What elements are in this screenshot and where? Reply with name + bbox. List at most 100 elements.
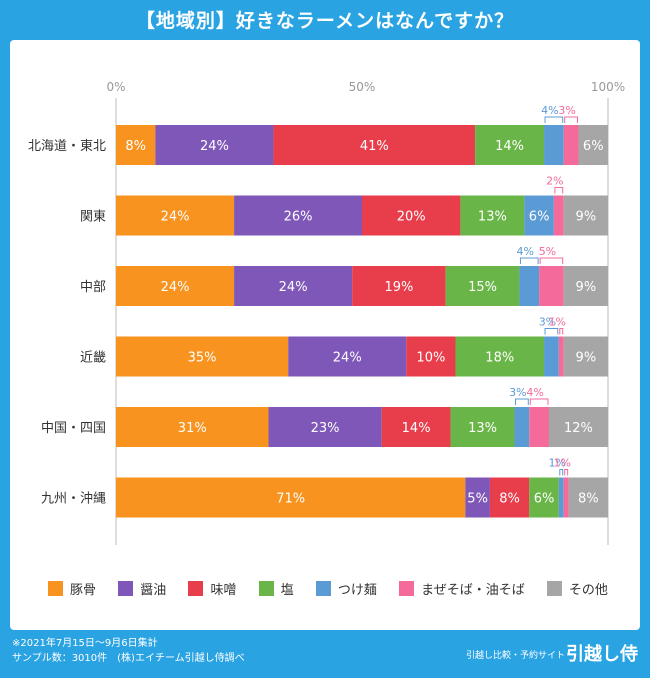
x-tick-label: 100% [591, 80, 625, 94]
data-label: 71% [276, 492, 305, 507]
data-label: 12% [564, 421, 593, 436]
data-label: 24% [279, 280, 308, 295]
legend-label: 味噌 [210, 582, 237, 598]
data-label: 8% [578, 492, 599, 507]
legend-item: その他 [546, 579, 608, 598]
bar-segment [381, 407, 451, 447]
legend-label: 塩 [280, 582, 294, 598]
legend-item: 醤油 [118, 579, 166, 598]
data-label: 6% [583, 139, 604, 154]
data-label-callout: 3% [539, 316, 556, 329]
category-label: 関東 [80, 209, 106, 225]
category-label: 近畿 [80, 351, 106, 366]
callout-bracket [519, 257, 539, 264]
callout-bracket [515, 398, 529, 405]
bar-segment [465, 477, 490, 518]
legend-swatch [188, 580, 204, 596]
legend-label: 醤油 [140, 582, 167, 598]
bar-segment [558, 336, 564, 377]
data-label: 26% [284, 210, 313, 225]
legend-swatch [258, 580, 274, 596]
bar-segment [445, 266, 520, 306]
bar-segment [519, 266, 540, 306]
data-label: 19% [384, 280, 413, 295]
bar-segment [116, 266, 235, 306]
bar-segment [563, 336, 608, 377]
bar-segment [234, 195, 362, 236]
legend-swatch [546, 580, 562, 596]
legend-item: つけ麺 [315, 579, 377, 598]
data-label: 6% [529, 210, 550, 225]
bar-segment [524, 195, 554, 236]
legend-label: 豚骨 [70, 582, 97, 598]
bar-segment [116, 407, 269, 447]
bar-segment [273, 125, 476, 165]
data-label-callout: 4% [526, 386, 543, 399]
bar-segment [352, 266, 446, 306]
data-label: 10% [416, 351, 445, 366]
bar-segment [155, 125, 274, 165]
bar-segment [548, 407, 608, 447]
stacked-bar-chart: 0% 50% 100%北海道・東北 8% 24% 41% 14%4% 3%6%関東 24% 26%… [28, 80, 625, 545]
category-label: 中部 [80, 280, 106, 295]
legend-swatch [399, 580, 415, 596]
page-title: 【地域別】好きなラーメンはなんですか？ [135, 9, 515, 32]
bar-segment [568, 477, 608, 518]
bar-segment [563, 125, 579, 165]
bar-segment [529, 477, 559, 518]
data-label-callout: 2% [546, 175, 563, 188]
data-label: 41% [360, 139, 389, 154]
bar-segment [563, 266, 608, 306]
bar-segment [234, 266, 353, 306]
data-label: 35% [188, 351, 217, 366]
bar-segment [450, 407, 515, 447]
legend-item: 味噌 [188, 579, 236, 598]
legend-swatch [118, 580, 134, 596]
legend-item: 豚骨 [48, 579, 96, 598]
callout-bracket [559, 328, 564, 335]
data-label: 24% [161, 210, 190, 225]
callout-bracket [564, 469, 569, 476]
x-tick-label: 0% [106, 80, 125, 94]
chart-panel: 0% 50% 100% 北海道・東北 8% 24% 41% 14% 4% 3% 6% 関東 24% 26%… [10, 40, 640, 630]
data-label: 5% [467, 492, 488, 507]
bar-segment [268, 407, 382, 447]
bar-segment [116, 125, 156, 165]
callout-bracket [529, 398, 549, 405]
brand-tagline: 引越し比較・予約サイト [466, 651, 566, 661]
bar-segment [116, 195, 235, 236]
callout-bracket [564, 116, 578, 123]
data-label: 15% [468, 280, 497, 295]
callout-bracket [544, 116, 564, 123]
bar-segment [116, 336, 289, 377]
bar-segment [578, 125, 608, 165]
bar-segment [539, 266, 564, 306]
data-label: 9% [576, 210, 597, 225]
bar-segment [288, 336, 407, 377]
data-label: 8% [125, 139, 146, 154]
category-label: 九州・沖縄 [41, 492, 106, 507]
bar-segment [406, 336, 456, 377]
data-label: 14% [402, 421, 431, 436]
legend-label: まぜそば・油そば [421, 582, 525, 598]
legend-item: まぜそば・油そば [399, 579, 525, 598]
category-label: 中国・四国 [41, 421, 106, 436]
legend-swatch [48, 580, 63, 596]
bar-segment [362, 195, 461, 236]
data-label-callout: 4% [541, 104, 558, 117]
data-label: 9% [576, 351, 597, 366]
bar-segment [558, 477, 564, 518]
data-label: 14% [495, 139, 524, 154]
bar-segment [544, 125, 564, 165]
legend-swatch [315, 580, 331, 596]
data-label-callout: 1% [549, 316, 566, 329]
data-label-callout: 3% [509, 386, 526, 399]
data-label-callout: 4% [517, 245, 534, 258]
data-label: 8% [499, 492, 520, 507]
bar-segment [489, 477, 530, 518]
data-label-callout: 5% [539, 245, 556, 258]
bar-segment [460, 195, 525, 236]
brand-logo: 引越し侍 [566, 644, 638, 665]
bar-segment [563, 477, 569, 518]
callout-bracket [544, 328, 559, 335]
